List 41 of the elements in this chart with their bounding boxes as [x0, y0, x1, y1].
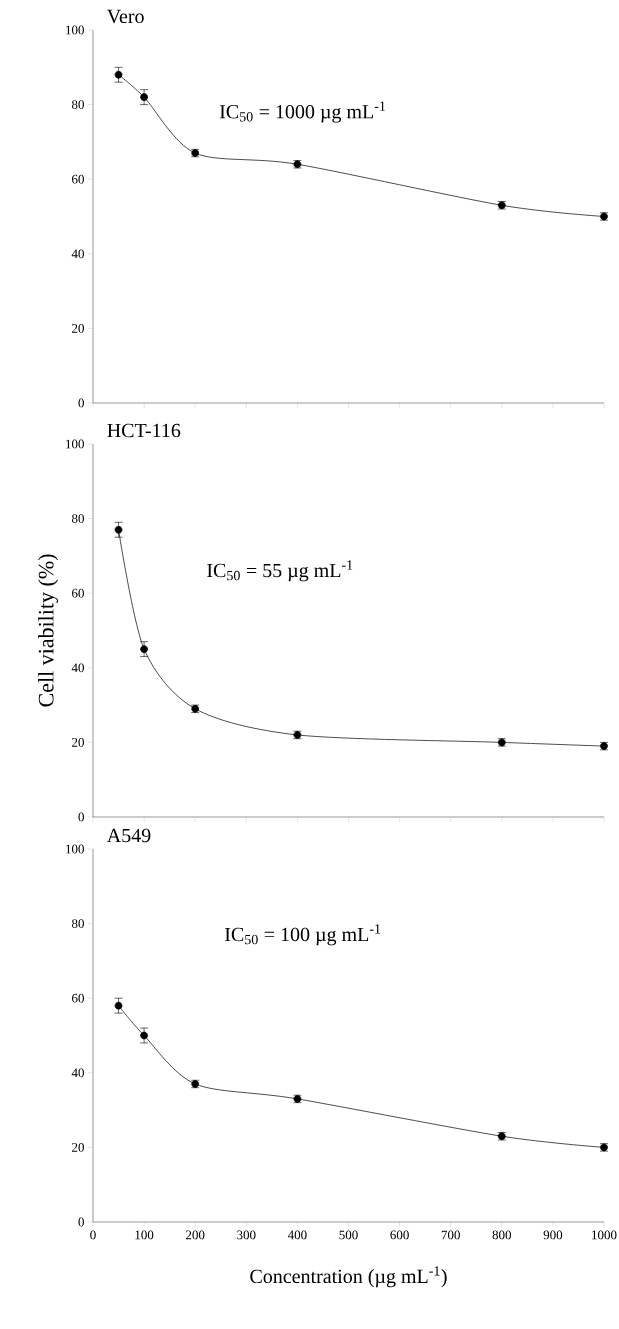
y-axis-title: Cell viability (%)	[38, 554, 59, 707]
y-tick-label: 60	[72, 993, 84, 1003]
annotation: IC$_{50}$ = 1000 µg mL$^{-1}$	[219, 101, 386, 123]
x-axis-title: Concentration (µg mL$^{-1}$)	[250, 1266, 447, 1288]
y-tick-label: 0	[78, 1217, 84, 1227]
y-tick-label: 100	[66, 439, 84, 449]
point	[114, 1001, 123, 1010]
x-tick-label: 400	[287, 1230, 307, 1240]
point	[140, 1031, 148, 1040]
y-tick-label: 60	[72, 588, 84, 598]
y-tick-label: 0	[78, 398, 84, 408]
x-tick-label: 1000	[592, 1230, 617, 1240]
annotation: IC$_{50}$ = 55 µg mL$^{-1}$	[207, 560, 353, 582]
point	[140, 645, 148, 653]
y-tick-label: 80	[71, 514, 84, 523]
y-tick-label: 0	[78, 812, 84, 822]
chart-title: A549	[106, 828, 151, 843]
x-tick-label: 200	[186, 1230, 205, 1240]
chart-title: HCT-116	[107, 423, 181, 438]
x-tick-label: 900	[543, 1230, 563, 1240]
y-tick-label: 80	[71, 919, 84, 928]
y-tick-label: 100	[66, 844, 84, 854]
y-tick-label: 100	[66, 25, 84, 35]
y-tick-label: 20	[72, 738, 84, 747]
x-tick-label: 0	[90, 1230, 96, 1240]
annotation: IC$_{50}$ = 100 µg mL$^{-1}$	[225, 924, 381, 946]
x-tick-label: 700	[441, 1230, 460, 1240]
x-tick-label: 100	[135, 1230, 154, 1240]
chart-title: Vero	[106, 9, 144, 24]
x-tick-label: 600	[390, 1230, 409, 1240]
y-tick-label: 80	[71, 100, 84, 109]
x-tick-label: 500	[339, 1230, 358, 1240]
x-tick-label: 800	[492, 1230, 512, 1240]
x-tick-label: 300	[237, 1230, 256, 1240]
point	[140, 93, 148, 101]
y-tick-label: 40	[71, 249, 84, 259]
y-tick-label: 40	[71, 1068, 84, 1078]
y-tick-label: 40	[71, 663, 84, 673]
y-tick-label: 60	[72, 174, 84, 184]
y-tick-label: 20	[72, 1143, 84, 1152]
y-tick-label: 20	[72, 324, 84, 333]
